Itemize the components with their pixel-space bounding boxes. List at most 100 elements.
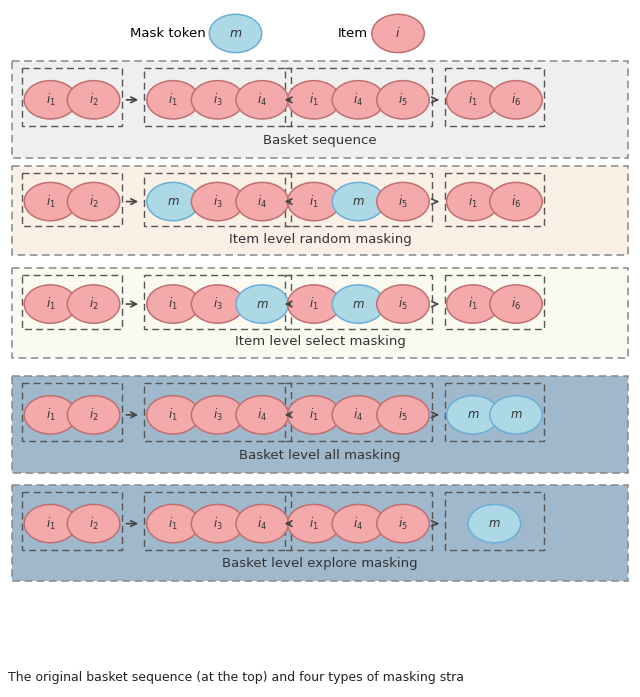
Ellipse shape bbox=[447, 285, 499, 323]
Bar bbox=[12, 166, 628, 255]
Ellipse shape bbox=[287, 183, 340, 221]
Ellipse shape bbox=[236, 285, 289, 323]
Ellipse shape bbox=[236, 183, 289, 221]
Ellipse shape bbox=[24, 183, 77, 221]
Ellipse shape bbox=[490, 81, 542, 119]
Text: $i_{3}$: $i_{3}$ bbox=[212, 296, 223, 312]
Bar bbox=[12, 61, 628, 158]
Bar bbox=[445, 68, 544, 126]
Bar bbox=[22, 492, 122, 550]
Text: $i_{6}$: $i_{6}$ bbox=[511, 296, 521, 312]
Text: Item level random masking: Item level random masking bbox=[228, 233, 412, 245]
Ellipse shape bbox=[209, 14, 262, 53]
Bar bbox=[445, 173, 544, 227]
Ellipse shape bbox=[67, 183, 120, 221]
Ellipse shape bbox=[332, 183, 385, 221]
Ellipse shape bbox=[287, 81, 340, 119]
Bar bbox=[285, 383, 432, 441]
Ellipse shape bbox=[191, 396, 244, 434]
Ellipse shape bbox=[147, 81, 199, 119]
Ellipse shape bbox=[191, 285, 244, 323]
Text: Basket sequence: Basket sequence bbox=[263, 134, 377, 146]
Bar bbox=[445, 492, 544, 550]
Text: $i_{1}$: $i_{1}$ bbox=[45, 407, 55, 423]
Text: $i_{4}$: $i_{4}$ bbox=[257, 407, 268, 423]
Text: $i_{4}$: $i_{4}$ bbox=[353, 516, 364, 532]
Text: $i_{1}$: $i_{1}$ bbox=[168, 296, 178, 312]
Bar bbox=[445, 383, 544, 441]
Bar bbox=[12, 268, 628, 358]
Text: $i_{2}$: $i_{2}$ bbox=[89, 194, 99, 210]
Ellipse shape bbox=[67, 396, 120, 434]
Text: $i_{1}$: $i_{1}$ bbox=[309, 92, 319, 108]
Text: $i_{3}$: $i_{3}$ bbox=[212, 92, 223, 108]
Bar bbox=[22, 275, 122, 329]
Text: $i_{1}$: $i_{1}$ bbox=[45, 516, 55, 532]
Text: $i_{5}$: $i_{5}$ bbox=[398, 92, 408, 108]
Text: $i_{3}$: $i_{3}$ bbox=[212, 194, 223, 210]
Text: $m$: $m$ bbox=[352, 195, 365, 208]
Ellipse shape bbox=[447, 81, 499, 119]
Ellipse shape bbox=[377, 81, 429, 119]
Bar bbox=[285, 275, 432, 329]
Text: $i_{3}$: $i_{3}$ bbox=[212, 407, 223, 423]
Text: $i_{1}$: $i_{1}$ bbox=[468, 194, 477, 210]
Ellipse shape bbox=[377, 285, 429, 323]
Text: Basket level all masking: Basket level all masking bbox=[239, 449, 401, 461]
Text: $i_{5}$: $i_{5}$ bbox=[398, 407, 408, 423]
Bar bbox=[12, 376, 628, 473]
Bar bbox=[12, 376, 628, 473]
Text: $i_{1}$: $i_{1}$ bbox=[309, 516, 319, 532]
Text: $i$: $i$ bbox=[396, 26, 401, 40]
Text: $i_{1}$: $i_{1}$ bbox=[168, 407, 178, 423]
Bar bbox=[144, 173, 291, 227]
Text: $m$: $m$ bbox=[166, 195, 179, 208]
Ellipse shape bbox=[67, 81, 120, 119]
Bar bbox=[285, 173, 432, 227]
Text: $i_{1}$: $i_{1}$ bbox=[168, 516, 178, 532]
Ellipse shape bbox=[191, 505, 244, 543]
Ellipse shape bbox=[147, 396, 199, 434]
Bar bbox=[144, 492, 291, 550]
Text: The original basket sequence (at the top) and four types of masking stra: The original basket sequence (at the top… bbox=[8, 671, 463, 684]
Text: $m$: $m$ bbox=[229, 27, 242, 40]
Ellipse shape bbox=[377, 396, 429, 434]
Ellipse shape bbox=[332, 505, 385, 543]
Text: $m$: $m$ bbox=[467, 408, 479, 422]
Text: $i_{5}$: $i_{5}$ bbox=[398, 516, 408, 532]
Text: $i_{1}$: $i_{1}$ bbox=[45, 194, 55, 210]
Bar bbox=[144, 383, 291, 441]
Bar bbox=[144, 68, 291, 126]
Text: $i_{4}$: $i_{4}$ bbox=[257, 516, 268, 532]
Bar bbox=[12, 485, 628, 581]
Text: $i_{2}$: $i_{2}$ bbox=[89, 92, 99, 108]
Text: $m$: $m$ bbox=[509, 408, 522, 422]
Ellipse shape bbox=[236, 396, 289, 434]
Bar bbox=[12, 61, 628, 158]
Bar bbox=[12, 166, 628, 255]
Ellipse shape bbox=[447, 396, 499, 434]
Text: $m$: $m$ bbox=[256, 298, 269, 311]
Text: $i_{5}$: $i_{5}$ bbox=[398, 296, 408, 312]
Text: $i_{4}$: $i_{4}$ bbox=[353, 407, 364, 423]
Ellipse shape bbox=[236, 505, 289, 543]
Ellipse shape bbox=[24, 81, 77, 119]
Ellipse shape bbox=[24, 505, 77, 543]
Text: $i_{3}$: $i_{3}$ bbox=[212, 516, 223, 532]
Text: $i_{4}$: $i_{4}$ bbox=[257, 92, 268, 108]
Text: $i_{4}$: $i_{4}$ bbox=[353, 92, 364, 108]
Bar bbox=[12, 268, 628, 358]
Text: Mask token: Mask token bbox=[129, 27, 205, 40]
Text: $i_{1}$: $i_{1}$ bbox=[45, 296, 55, 312]
Ellipse shape bbox=[24, 396, 77, 434]
Text: Item: Item bbox=[338, 27, 368, 40]
Text: $i_{1}$: $i_{1}$ bbox=[309, 194, 319, 210]
Ellipse shape bbox=[147, 285, 199, 323]
Ellipse shape bbox=[24, 285, 77, 323]
Bar bbox=[445, 275, 544, 329]
Ellipse shape bbox=[191, 183, 244, 221]
Ellipse shape bbox=[147, 183, 199, 221]
Bar bbox=[22, 68, 122, 126]
Ellipse shape bbox=[332, 81, 385, 119]
Text: $i_{2}$: $i_{2}$ bbox=[89, 407, 99, 423]
